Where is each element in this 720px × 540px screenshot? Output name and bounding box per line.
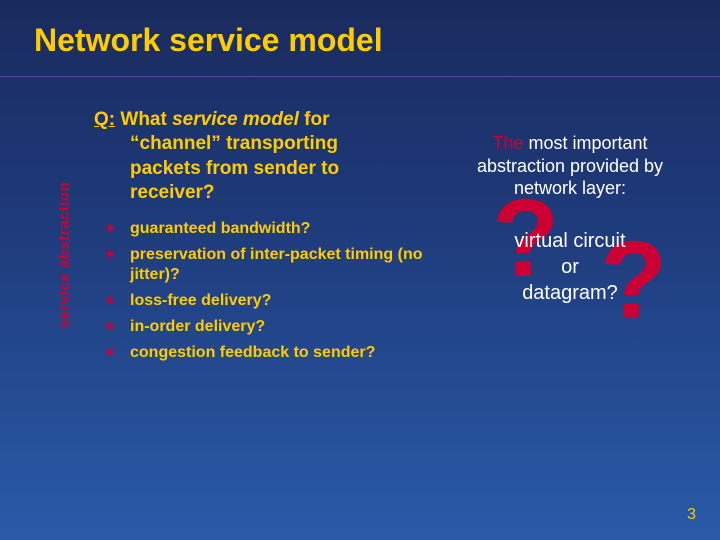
vc-block: ? ? virtual circuit or datagram? bbox=[460, 218, 680, 348]
bullet-text: loss-free delivery? bbox=[130, 292, 271, 309]
bullet-list: guaranteed bandwidth? preservation of in… bbox=[94, 219, 424, 363]
vc-text: virtual circuit or datagram? bbox=[460, 228, 680, 306]
title-underline bbox=[0, 76, 720, 79]
vc-line2: or bbox=[561, 256, 579, 278]
page-number: 3 bbox=[687, 506, 696, 524]
list-item: congestion feedback to sender? bbox=[130, 343, 424, 363]
question-prefix: Q: bbox=[94, 109, 115, 130]
starburst-icon bbox=[104, 222, 116, 234]
question-line1-after: for bbox=[299, 109, 330, 130]
list-item: preservation of inter-packet timing (no … bbox=[130, 245, 424, 285]
list-item: loss-free delivery? bbox=[130, 291, 424, 311]
question-line1-before: What bbox=[115, 109, 172, 130]
bullet-text: guaranteed bandwidth? bbox=[130, 220, 310, 237]
starburst-icon bbox=[104, 320, 116, 332]
left-column: Q: What service model for “channel” tran… bbox=[94, 108, 424, 369]
list-item: in-order delivery? bbox=[130, 317, 424, 337]
vertical-label-service-abstraction: service abstraction bbox=[56, 182, 73, 328]
question-line1-italic: service model bbox=[172, 109, 299, 130]
question-line4: receiver? bbox=[94, 181, 424, 205]
starburst-icon bbox=[104, 346, 116, 358]
vc-line1: virtual circuit bbox=[514, 230, 625, 252]
abstraction-the: The bbox=[492, 133, 523, 153]
bullet-text: congestion feedback to sender? bbox=[130, 344, 375, 361]
starburst-icon bbox=[104, 294, 116, 306]
bullet-text: in-order delivery? bbox=[130, 318, 265, 335]
question-line3: packets from sender to bbox=[94, 157, 424, 181]
bullet-text: preservation of inter-packet timing (no … bbox=[130, 246, 422, 283]
question-line2: “channel” transporting bbox=[94, 132, 424, 156]
question-block: Q: What service model for “channel” tran… bbox=[94, 108, 424, 205]
right-column: The most important abstraction provided … bbox=[460, 132, 680, 348]
content-area: service abstraction Q: What service mode… bbox=[0, 108, 720, 508]
list-item: guaranteed bandwidth? bbox=[130, 219, 424, 239]
vc-line3: datagram? bbox=[522, 282, 618, 304]
slide-title: Network service model bbox=[0, 0, 720, 59]
starburst-icon bbox=[104, 248, 116, 260]
